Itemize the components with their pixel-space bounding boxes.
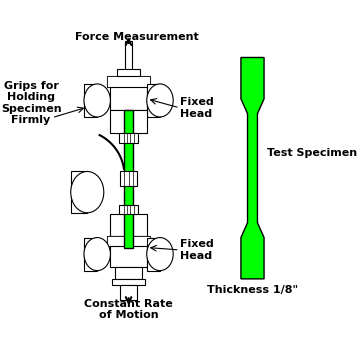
- Ellipse shape: [147, 84, 173, 117]
- Bar: [120, 171, 137, 186]
- Bar: [147, 84, 160, 117]
- Bar: [107, 76, 150, 87]
- Bar: [125, 41, 132, 72]
- Text: Test Specimen: Test Specimen: [267, 148, 358, 158]
- Bar: [119, 205, 139, 215]
- Bar: [107, 76, 150, 87]
- Bar: [107, 236, 150, 246]
- Text: Thickness 1/8": Thickness 1/8": [207, 286, 298, 296]
- Bar: [111, 246, 147, 267]
- Bar: [111, 215, 147, 236]
- Text: Fixed
Head: Fixed Head: [180, 239, 214, 261]
- Text: Constant Rate
of Motion: Constant Rate of Motion: [84, 298, 173, 320]
- Bar: [84, 237, 97, 271]
- Bar: [124, 110, 133, 248]
- Bar: [84, 84, 97, 117]
- Bar: [120, 286, 137, 300]
- Bar: [107, 236, 150, 246]
- Text: Force Measurement: Force Measurement: [75, 32, 199, 42]
- Bar: [112, 279, 145, 286]
- Ellipse shape: [84, 237, 111, 271]
- Text: Fixed
Head: Fixed Head: [180, 97, 214, 119]
- Bar: [111, 87, 147, 110]
- Polygon shape: [241, 57, 264, 279]
- Bar: [111, 110, 147, 134]
- Bar: [119, 134, 139, 144]
- Text: Grips for
Holding
Specimen
Firmly: Grips for Holding Specimen Firmly: [1, 81, 61, 125]
- Bar: [71, 171, 87, 213]
- Bar: [115, 267, 142, 279]
- Ellipse shape: [147, 237, 173, 271]
- Bar: [147, 237, 160, 271]
- Ellipse shape: [71, 171, 104, 213]
- Ellipse shape: [84, 84, 111, 117]
- Bar: [117, 69, 140, 76]
